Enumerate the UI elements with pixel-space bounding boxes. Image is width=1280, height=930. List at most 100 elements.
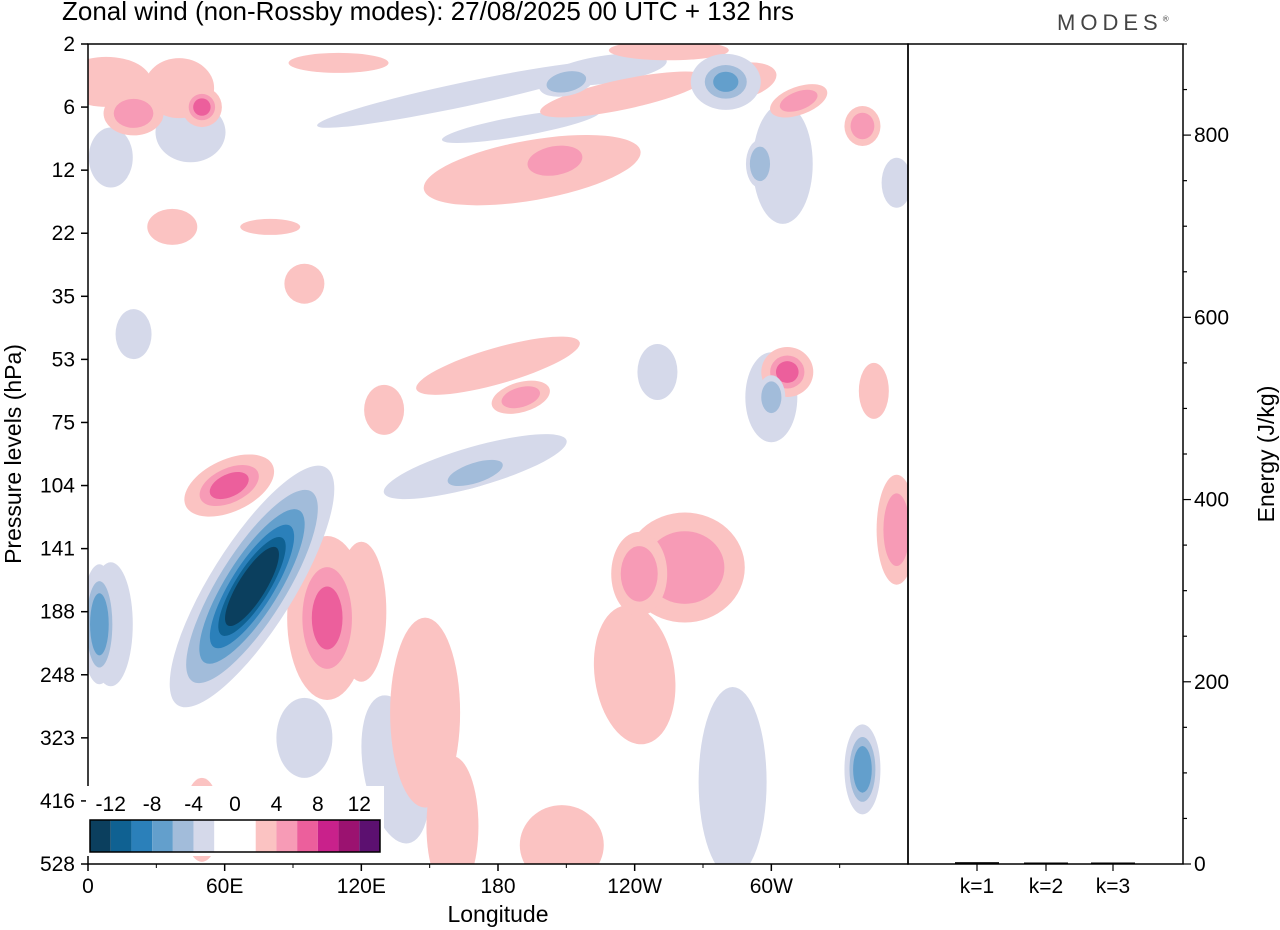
x-tick-label: 120E — [337, 875, 386, 898]
x-tick-label: 180 — [480, 875, 515, 898]
positive-wind-contour — [620, 546, 658, 602]
chart-title: Zonal wind (non-Rossby modes): 27/08/202… — [62, 0, 794, 26]
energy-tick-label: 0 — [1194, 853, 1206, 876]
colorbar-swatch — [297, 820, 318, 852]
positive-wind-contour — [593, 605, 676, 745]
x-tick-label: 120W — [607, 875, 662, 898]
positive-wind-contour — [284, 263, 325, 304]
energy-bar — [955, 862, 999, 864]
positive-wind-contour — [850, 112, 875, 140]
negative-wind-contour — [881, 157, 908, 208]
energy-bar — [1024, 862, 1068, 864]
positive-wind-contour — [311, 586, 343, 650]
negative-wind-contour — [441, 108, 600, 144]
y-tick-label: 188 — [40, 601, 75, 624]
positive-wind-contour — [779, 89, 818, 112]
negative-wind-contour — [276, 697, 333, 778]
positive-wind-contour — [883, 493, 908, 566]
positive-wind-contour — [364, 384, 405, 435]
positive-wind-contour — [193, 98, 211, 116]
x-tick-label: 60E — [206, 875, 243, 898]
energy-category-label: k=2 — [1029, 875, 1063, 898]
energy-tick-label: 600 — [1194, 306, 1229, 329]
colorbar-label: 8 — [312, 793, 324, 816]
colorbar-swatch — [193, 820, 215, 852]
y-tick-label: 75 — [52, 411, 75, 434]
negative-wind-contour — [752, 103, 813, 224]
y-tick-label: 248 — [40, 664, 75, 687]
y-tick-label: 35 — [52, 285, 75, 308]
energy-tick-label: 400 — [1194, 489, 1229, 512]
energy-axis-title: Energy (J/kg) — [1253, 386, 1279, 523]
y-axis-title: Pressure levels (hPa) — [0, 344, 26, 564]
energy-bar — [1091, 862, 1135, 864]
x-tick-label: 60W — [750, 875, 793, 898]
y-tick-label: 22 — [52, 222, 75, 245]
y-tick-label: 53 — [52, 348, 75, 371]
negative-wind-contour — [447, 459, 503, 487]
colorbar-swatch — [359, 820, 380, 852]
negative-wind-contour — [713, 71, 739, 92]
negative-wind-contour — [761, 381, 782, 414]
colorbar-swatch — [152, 820, 173, 852]
colorbar-label: 0 — [229, 793, 241, 816]
positive-wind-contour — [519, 805, 604, 864]
positive-wind-contour — [209, 471, 249, 500]
colorbar-label: -8 — [143, 793, 162, 816]
y-tick-label: 416 — [40, 790, 75, 813]
negative-wind-contour — [225, 546, 279, 627]
negative-wind-contour — [749, 146, 771, 182]
negative-wind-contour — [546, 71, 587, 93]
positive-wind-contour — [147, 208, 198, 245]
negative-wind-contour — [637, 344, 678, 400]
colorbar-label: 4 — [271, 793, 283, 816]
negative-wind-contour — [88, 127, 133, 188]
positive-wind-contour — [501, 386, 541, 409]
colorbar-swatch — [172, 820, 194, 852]
y-tick-label: 2 — [63, 33, 75, 56]
y-tick-label: 12 — [52, 159, 75, 182]
positive-wind-contour — [416, 336, 580, 395]
x-axis: 0 60E 120E 180 120W 60W — [82, 864, 841, 898]
y-tick-label: 6 — [63, 96, 75, 119]
colorbar-swatch — [90, 820, 111, 852]
x-axis-title: Longitude — [447, 901, 548, 927]
energy-tick-label: 200 — [1194, 671, 1229, 694]
colorbar-swatch — [276, 820, 298, 852]
negative-wind-contour — [853, 746, 872, 793]
positive-wind-contour — [240, 218, 301, 235]
negative-wind-contour — [317, 61, 611, 128]
y-tick-label: 141 — [40, 538, 75, 561]
x-tick-label: 0 — [82, 875, 94, 898]
energy-tick-label: 800 — [1194, 124, 1229, 147]
positive-wind-contour — [288, 52, 389, 73]
colorbar-swatch — [110, 820, 132, 852]
energy-panel: 0 200 400 600 800 k=1 k=2 k=3 — [955, 43, 1229, 898]
colorbar-swatch — [255, 820, 277, 852]
colorbar: -12 -8 -4 0 4 8 12 — [86, 786, 384, 856]
colorbar-label: -12 — [96, 793, 126, 816]
colorbar-frame — [89, 819, 381, 853]
negative-wind-contour — [698, 687, 767, 864]
y-tick-label: 528 — [40, 853, 75, 876]
colorbar-swatch — [131, 820, 153, 852]
colorbar-label: 12 — [348, 793, 371, 816]
positive-wind-contour — [540, 71, 707, 118]
y-tick-label: 104 — [40, 475, 75, 498]
wind-field — [88, 44, 908, 864]
positive-wind-contour — [527, 145, 583, 176]
negative-wind-contour — [90, 593, 109, 656]
positive-wind-contour — [858, 362, 889, 419]
brand-text: MODES — [1057, 10, 1163, 35]
colorbar-swatch — [317, 820, 339, 852]
colorbar-swatch — [338, 820, 360, 852]
energy-category-label: k=1 — [960, 875, 994, 898]
colorbar-label: -4 — [184, 793, 203, 816]
positive-wind-contour — [775, 361, 799, 383]
negative-wind-contour — [115, 309, 152, 360]
positive-wind-contour — [113, 98, 154, 128]
colorbar-swatch — [214, 820, 235, 852]
positive-wind-contour — [390, 617, 461, 808]
energy-panel-frame — [907, 43, 1184, 865]
